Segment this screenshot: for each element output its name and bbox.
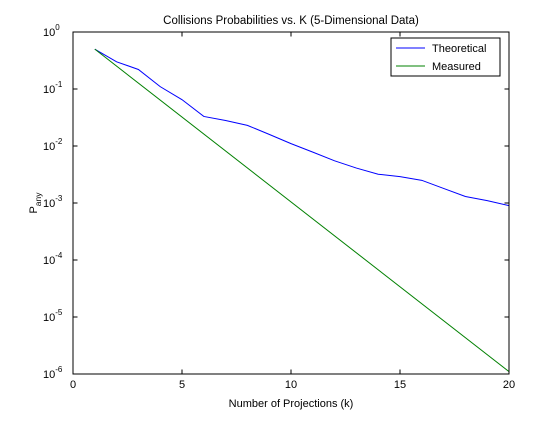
series-line-theoretical [94,48,510,207]
y-tick-label: 10-6 [43,365,63,381]
y-tick-label: 10-2 [43,137,63,153]
x-tick-label: 10 [285,379,297,391]
x-axis-label: Number of Projections (k) [229,398,354,410]
series-layer [94,48,510,373]
legend-box [390,37,501,77]
chart-title: Collisions Probabilities vs. K (5-Dimens… [163,15,419,27]
y-axis-label-base: P [28,206,40,213]
y-tick-label: 10-3 [43,194,63,210]
x-tick-label: 5 [179,379,185,391]
y-tick-label: 10-5 [43,308,63,324]
ticks-layer: 0 5 10 15 20 10-6 10-5 10-4 10-3 10-2 10-1 100 [43,23,515,391]
x-tick-label: 0 [70,379,76,391]
y-tick-label: 10-1 [43,80,63,96]
x-tick-label: 20 [503,379,515,391]
series-line-measured [94,48,510,373]
legend-label-theoretical: Theoretical [432,43,486,55]
y-tick-label: 10-4 [43,251,63,267]
y-axis-label-subscript: any [33,192,43,206]
y-tick-label: 100 [43,23,60,39]
x-tick-label: 15 [394,379,406,391]
legend: Theoretical Measured [390,37,501,77]
legend-label-measured: Measured [432,61,481,73]
y-axis-label: Pany [28,192,43,214]
